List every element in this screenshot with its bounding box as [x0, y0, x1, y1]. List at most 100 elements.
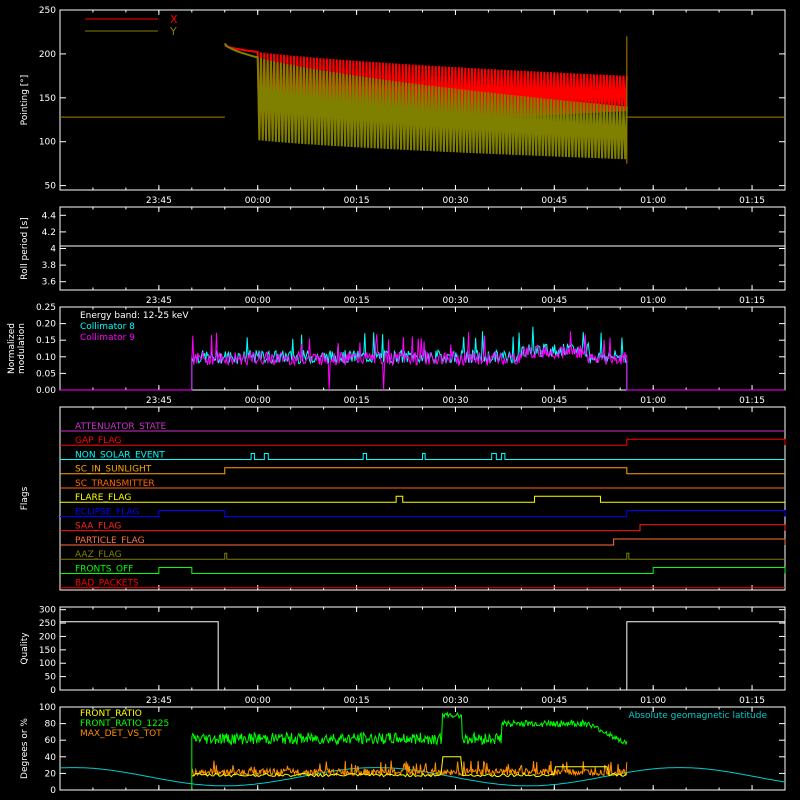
- x-tick-label: 00:45: [541, 296, 567, 306]
- flag-label: PARTICLE_FLAG: [75, 536, 145, 546]
- flag-label: GAP_FLAG: [75, 436, 121, 446]
- series-line-geomagnetic: [59, 767, 786, 787]
- flag-label: BAD_PACKETS: [75, 579, 139, 589]
- y-tick-label: 100: [39, 659, 56, 669]
- legend-label: X: [170, 13, 178, 26]
- y-tick-label: 100: [39, 703, 56, 713]
- y-tick-label: 200: [39, 50, 56, 60]
- series-line: [60, 621, 785, 691]
- x-tick-label: 00:00: [245, 196, 271, 206]
- x-tick-label: 00:45: [541, 696, 567, 706]
- y-axis-label: Normalized: [7, 323, 17, 374]
- legend-label: Absolute geomagnetic latitude: [628, 711, 767, 721]
- y-axis-label: Flags: [20, 486, 30, 510]
- legend-label: MAX_DET_VS_TOT: [80, 729, 162, 739]
- x-tick-label: 00:15: [344, 196, 370, 206]
- plot-frame: [59, 406, 786, 591]
- y-axis-label: Roll period [s]: [20, 217, 30, 279]
- y-axis-label: Quality: [20, 632, 30, 665]
- y-tick-label: 0.15: [36, 336, 56, 346]
- y-axis-label: Degrees or %: [20, 718, 30, 779]
- flag-line-SAA_FLAG: [60, 524, 786, 532]
- y-tick-label: 0: [50, 686, 56, 696]
- y-tick-label: 0: [50, 786, 56, 796]
- flag-label: NON_SOLAR_EVENT: [75, 450, 165, 460]
- y-tick-label: 4.4: [42, 211, 57, 221]
- annotation: Energy band: 12-25 keV: [80, 311, 189, 321]
- y-tick-label: 0.05: [36, 369, 56, 379]
- x-tick-label: 01:15: [739, 296, 765, 306]
- legend-label: Y: [169, 25, 177, 38]
- y-tick-label: 150: [39, 94, 56, 104]
- x-tick-label: 00:15: [344, 696, 370, 706]
- x-tick-label: 23:45: [146, 696, 172, 706]
- plot-frame: [59, 606, 786, 691]
- flag-line-SC_IN_SUNLIGHT: [60, 467, 785, 475]
- panel-geo: 0 20 40 60 80 100 Degrees or % FRONT_RATIOFRONT…: [20, 703, 786, 796]
- x-tick-label: 01:15: [739, 196, 765, 206]
- series-line-Collimator 9: [60, 331, 785, 391]
- y-tick-label: 250: [39, 6, 56, 16]
- flag-label: FRONTS_OFF: [75, 564, 133, 574]
- y-tick-label: 150: [39, 646, 56, 656]
- x-tick-label: 00:00: [245, 296, 271, 306]
- flag-line-NON_SOLAR_EVENT: [60, 452, 785, 460]
- series-line-Collimator 8: [60, 326, 785, 391]
- x-tick-label: 00:45: [541, 396, 567, 406]
- y-axis-label: modulation: [17, 323, 27, 374]
- series-line-max-det: [191, 760, 628, 777]
- y-tick-label: 20: [45, 769, 57, 779]
- y-tick-label: 4.2: [42, 228, 56, 238]
- legend-label: Collimator 8: [80, 322, 135, 332]
- flag-label: SAA_FLAG: [75, 522, 121, 532]
- y-axis-label: Pointing [°]: [20, 75, 30, 126]
- x-tick-label: 00:15: [344, 396, 370, 406]
- x-tick-label: 23:45: [146, 396, 172, 406]
- y-tick-label: 80: [45, 720, 57, 730]
- x-tick-label: 00:00: [245, 396, 271, 406]
- y-tick-label: 200: [39, 632, 56, 642]
- y-tick-label: 4: [50, 245, 56, 255]
- flag-label: AAZ_FLAG: [75, 550, 122, 560]
- x-tick-label: 00:30: [442, 696, 468, 706]
- x-tick-label: 01:00: [640, 196, 666, 206]
- y-tick-label: 3.6: [42, 278, 57, 288]
- x-tick-label: 01:15: [739, 696, 765, 706]
- x-tick-label: 00:15: [344, 296, 370, 306]
- x-tick-label: 01:00: [640, 296, 666, 306]
- legend-label: Collimator 9: [80, 333, 135, 343]
- y-tick-label: 0.25: [36, 303, 56, 313]
- y-tick-label: 3.8: [42, 261, 57, 271]
- x-tick-label: 01:15: [739, 396, 765, 406]
- x-tick-label: 00:30: [442, 296, 468, 306]
- flag-label: FLARE_FLAG: [75, 493, 131, 503]
- y-tick-label: 60: [45, 736, 57, 746]
- y-tick-label: 40: [45, 753, 57, 763]
- y-tick-label: 0.00: [36, 386, 56, 396]
- plot-frame: [59, 206, 786, 291]
- legend-label: FRONT_RATIO: [80, 709, 142, 719]
- y-tick-label: 50: [45, 182, 57, 192]
- flag-label: ATTENUATOR_STATE: [75, 422, 167, 432]
- x-tick-label: 23:45: [146, 296, 172, 306]
- flag-label: ECLIPSE_FLAG: [75, 507, 139, 517]
- x-tick-label: 00:45: [541, 196, 567, 206]
- y-tick-label: 100: [39, 138, 56, 148]
- panel-roll: 23:45 00:00 00:15 00:30 00:45 01:00 01:15 3.6 3.…: [20, 206, 786, 306]
- flag-line-AAZ_FLAG: [60, 552, 785, 560]
- flag-label: SC_IN_SUNLIGHT: [75, 465, 152, 475]
- x-tick-label: 00:30: [442, 396, 468, 406]
- x-tick-label: 01:00: [640, 696, 666, 706]
- flag-line-FRONTS_OFF: [60, 566, 786, 574]
- flag-line-GAP_FLAG: [60, 438, 786, 446]
- y-tick-label: 300: [39, 606, 56, 616]
- y-tick-label: 0.20: [36, 320, 56, 330]
- flag-line-FLARE_FLAG: [60, 495, 785, 503]
- panel-modulation: 23:45 00:00 00:15 00:30 00:45 01:00 01:15 0.00 0…: [7, 303, 786, 406]
- series-line-Y: [223, 42, 628, 160]
- x-tick-label: 00:30: [442, 196, 468, 206]
- x-tick-label: 00:00: [245, 696, 271, 706]
- panel-flags: Flags ATTENUATOR_STATE GAP_FLAG NON_SOLAR_E…: [20, 406, 786, 591]
- flag-line-PARTICLE_FLAG: [60, 538, 786, 546]
